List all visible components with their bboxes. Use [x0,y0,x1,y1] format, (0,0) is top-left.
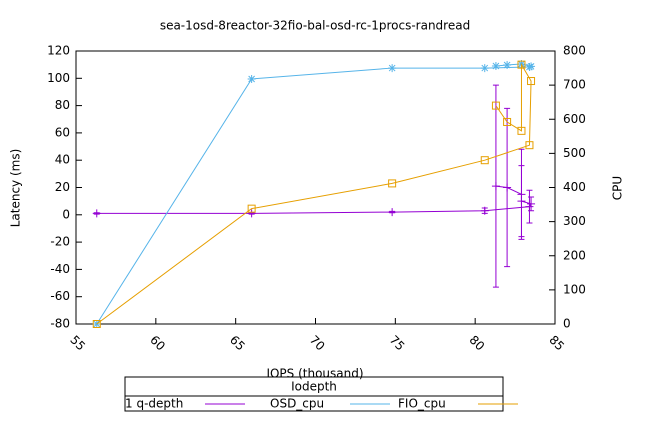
y-axis-label: Latency (ms) [9,149,23,228]
point [247,74,256,83]
point [517,60,526,69]
point [491,182,500,191]
x-tick-label: 85 [546,333,567,354]
point [527,199,536,208]
x-axis-label: IOPS (thousand) [266,367,363,381]
y2-tick-label: 800 [563,44,586,58]
y2-tick-label: 500 [563,146,586,160]
point [525,141,534,150]
point [491,101,500,110]
x-tick-label: 60 [147,333,168,354]
legend-label: FIO_cpu [398,397,446,411]
point [247,209,256,218]
point [92,209,101,218]
point [491,62,500,71]
x-tick-label: 65 [227,333,248,354]
x-tick-label: 75 [387,333,408,354]
point [517,190,526,199]
point [388,208,397,217]
y2-tick-label: 300 [563,214,586,228]
legend-label: OSD_cpu [270,397,324,411]
y-tick-label: 0 [62,207,70,221]
point [527,77,536,86]
y-tick-label: 100 [47,71,70,85]
y-tick-label: 80 [55,98,70,112]
y-tick-label: 60 [55,125,70,139]
point [525,63,534,72]
point [517,126,526,135]
y-tick-label: -20 [50,235,70,249]
y2-tick-label: 200 [563,248,586,262]
y-tick-label: -60 [50,289,70,303]
x-tick-label: 80 [467,333,488,354]
point [388,179,397,188]
point [503,117,512,126]
plot-border [75,50,556,325]
y-tick-label: 40 [55,153,70,167]
y2-tick-label: 100 [563,282,586,296]
legend-box [124,376,504,412]
y2-tick-label: 400 [563,180,586,194]
series-line [96,185,532,214]
point [480,206,489,215]
point [92,320,101,328]
y-tick-label: -40 [50,262,70,276]
legend-label: 1 q-depth [125,397,183,411]
y2-tick-label: 600 [563,112,586,126]
point [503,183,512,192]
point [388,64,397,73]
series-line [96,62,532,325]
legend-title: Iodepth [291,380,337,394]
chart-title: sea-1osd-8reactor-32fio-bal-osd-rc-1proc… [160,19,470,33]
y-tick-label: 120 [47,44,70,58]
y-tick-label: 20 [55,180,70,194]
y2-tick-label: 0 [563,317,571,331]
y2-tick-label: 700 [563,78,586,92]
x-tick-label: 70 [307,333,328,354]
point [247,204,256,213]
point [527,62,536,71]
x-tick-label: 55 [67,333,88,354]
y2-axis-label: CPU [611,176,625,200]
series-line [96,63,533,325]
point [503,60,512,69]
point [480,64,489,73]
point [480,156,489,165]
y-tick-label: -80 [50,317,70,331]
